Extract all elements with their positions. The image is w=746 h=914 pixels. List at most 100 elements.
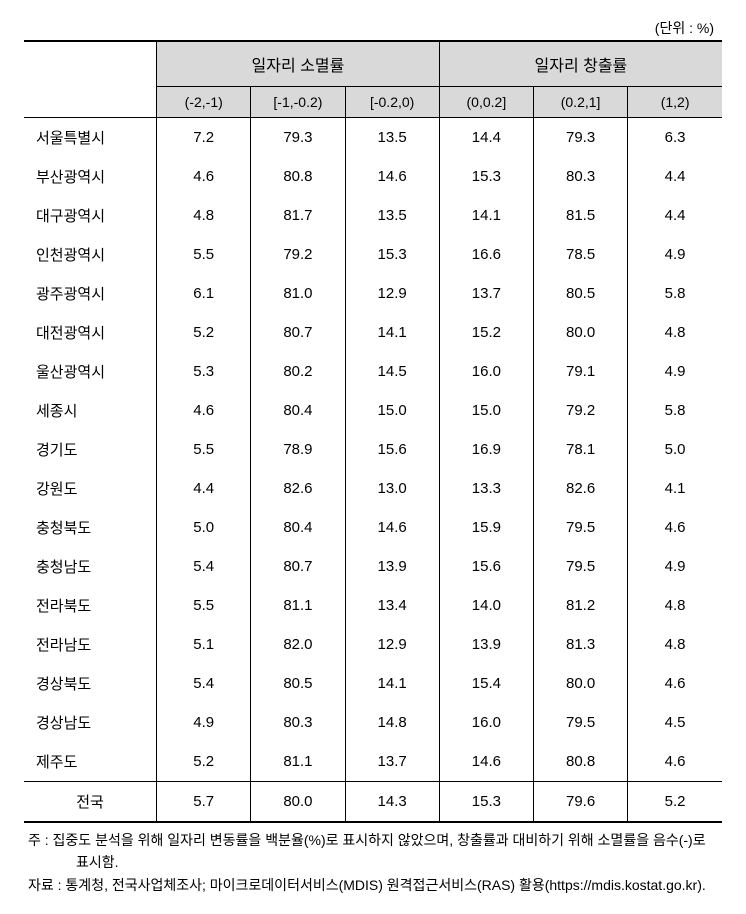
- value-cell: 80.7: [251, 547, 345, 586]
- value-cell: 14.6: [345, 508, 439, 547]
- value-cell: 79.5: [533, 508, 627, 547]
- value-cell: 80.2: [251, 352, 345, 391]
- value-cell: 4.4: [628, 157, 722, 196]
- value-cell: 16.0: [439, 703, 533, 742]
- region-cell: 울산광역시: [24, 352, 157, 391]
- header-group-creation: 일자리 창출률: [439, 41, 722, 87]
- value-cell: 5.5: [157, 430, 251, 469]
- value-cell: 5.2: [157, 742, 251, 782]
- region-cell: 대구광역시: [24, 196, 157, 235]
- value-cell: 6.1: [157, 274, 251, 313]
- value-cell: 80.7: [251, 313, 345, 352]
- table-row: 전라남도5.182.012.913.981.34.8: [24, 625, 722, 664]
- table-row: 제주도5.281.113.714.680.84.6: [24, 742, 722, 782]
- value-cell: 14.1: [345, 313, 439, 352]
- table-row: 경기도5.578.915.616.978.15.0: [24, 430, 722, 469]
- table-row: 경상남도4.980.314.816.079.54.5: [24, 703, 722, 742]
- subheader-5: (1,2): [628, 87, 722, 118]
- table-row: 세종시4.680.415.015.079.25.8: [24, 391, 722, 430]
- table-row: 충청남도5.480.713.915.679.54.9: [24, 547, 722, 586]
- source-text: 자료 : 통계청, 전국사업체조사; 마이크로데이터서비스(MDIS) 원격접근…: [28, 874, 718, 896]
- region-cell: 세종시: [24, 391, 157, 430]
- note-text: 주 : 집중도 분석을 위해 일자리 변동률을 백분율(%)로 표시하지 않았으…: [28, 829, 718, 874]
- value-cell: 4.8: [628, 625, 722, 664]
- value-cell: 15.9: [439, 508, 533, 547]
- value-cell: 81.1: [251, 742, 345, 782]
- value-cell: 14.3: [345, 782, 439, 823]
- value-cell: 4.9: [628, 235, 722, 274]
- table-row: 서울특별시7.279.313.514.479.36.3: [24, 118, 722, 158]
- value-cell: 80.4: [251, 391, 345, 430]
- value-cell: 78.5: [533, 235, 627, 274]
- value-cell: 5.5: [157, 235, 251, 274]
- region-cell: 강원도: [24, 469, 157, 508]
- subheader-2: [-0.2,0): [345, 87, 439, 118]
- value-cell: 81.7: [251, 196, 345, 235]
- value-cell: 78.9: [251, 430, 345, 469]
- region-cell: 광주광역시: [24, 274, 157, 313]
- value-cell: 80.8: [251, 157, 345, 196]
- value-cell: 81.5: [533, 196, 627, 235]
- value-cell: 5.2: [628, 782, 722, 823]
- value-cell: 15.6: [345, 430, 439, 469]
- value-cell: 5.4: [157, 547, 251, 586]
- value-cell: 4.4: [628, 196, 722, 235]
- value-cell: 4.4: [157, 469, 251, 508]
- value-cell: 13.5: [345, 118, 439, 158]
- value-cell: 15.3: [439, 157, 533, 196]
- region-header-blank: [24, 41, 157, 118]
- value-cell: 14.4: [439, 118, 533, 158]
- value-cell: 79.2: [251, 235, 345, 274]
- table-row: 강원도4.482.613.013.382.64.1: [24, 469, 722, 508]
- value-cell: 4.8: [628, 586, 722, 625]
- value-cell: 12.9: [345, 625, 439, 664]
- value-cell: 5.4: [157, 664, 251, 703]
- data-table: 일자리 소멸률 일자리 창출률 (-2,-1) [-1,-0.2) [-0.2,…: [24, 40, 722, 823]
- value-cell: 79.5: [533, 547, 627, 586]
- value-cell: 81.3: [533, 625, 627, 664]
- table-row: 대구광역시4.881.713.514.181.54.4: [24, 196, 722, 235]
- table-row: 충청북도5.080.414.615.979.54.6: [24, 508, 722, 547]
- table-row: 경상북도5.480.514.115.480.04.6: [24, 664, 722, 703]
- value-cell: 13.7: [439, 274, 533, 313]
- value-cell: 5.2: [157, 313, 251, 352]
- value-cell: 4.9: [628, 352, 722, 391]
- value-cell: 13.0: [345, 469, 439, 508]
- value-cell: 15.4: [439, 664, 533, 703]
- table-body: 서울특별시7.279.313.514.479.36.3부산광역시4.680.81…: [24, 118, 722, 823]
- value-cell: 15.3: [345, 235, 439, 274]
- value-cell: 80.5: [533, 274, 627, 313]
- value-cell: 7.2: [157, 118, 251, 158]
- value-cell: 79.3: [533, 118, 627, 158]
- value-cell: 14.6: [345, 157, 439, 196]
- value-cell: 14.5: [345, 352, 439, 391]
- region-cell: 충청남도: [24, 547, 157, 586]
- table-row: 전라북도5.581.113.414.081.24.8: [24, 586, 722, 625]
- value-cell: 4.1: [628, 469, 722, 508]
- value-cell: 81.0: [251, 274, 345, 313]
- value-cell: 82.6: [533, 469, 627, 508]
- value-cell: 82.6: [251, 469, 345, 508]
- region-cell: 전라남도: [24, 625, 157, 664]
- value-cell: 80.0: [251, 782, 345, 823]
- value-cell: 16.0: [439, 352, 533, 391]
- value-cell: 81.2: [533, 586, 627, 625]
- value-cell: 4.8: [628, 313, 722, 352]
- subheader-4: (0.2,1]: [533, 87, 627, 118]
- value-cell: 80.4: [251, 508, 345, 547]
- value-cell: 15.0: [345, 391, 439, 430]
- value-cell: 79.6: [533, 782, 627, 823]
- value-cell: 15.6: [439, 547, 533, 586]
- value-cell: 16.6: [439, 235, 533, 274]
- value-cell: 5.0: [157, 508, 251, 547]
- table-row: 인천광역시5.579.215.316.678.54.9: [24, 235, 722, 274]
- footnotes: 주 : 집중도 분석을 위해 일자리 변동률을 백분율(%)로 표시하지 않았으…: [24, 829, 722, 896]
- value-cell: 80.8: [533, 742, 627, 782]
- value-cell: 4.6: [628, 508, 722, 547]
- value-cell: 14.0: [439, 586, 533, 625]
- region-cell: 전국: [24, 782, 157, 823]
- region-cell: 대전광역시: [24, 313, 157, 352]
- unit-label: (단위 : %): [24, 18, 722, 38]
- value-cell: 16.9: [439, 430, 533, 469]
- value-cell: 5.1: [157, 625, 251, 664]
